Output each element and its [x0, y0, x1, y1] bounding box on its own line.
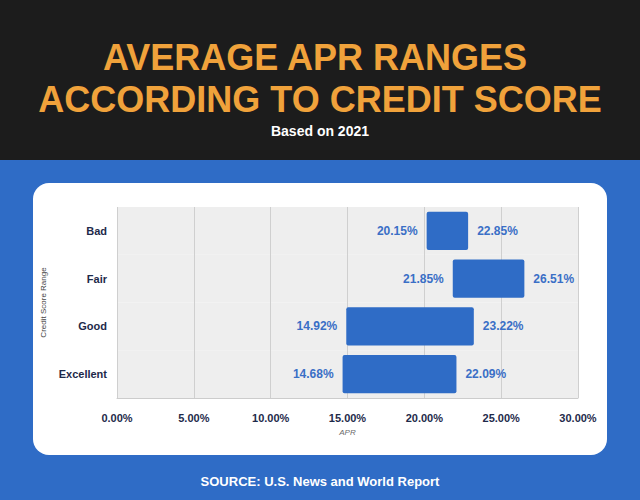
svg-text:14.68%: 14.68% [293, 367, 334, 381]
svg-text:26.51%: 26.51% [533, 272, 574, 286]
svg-text:Excellent: Excellent [59, 368, 108, 380]
svg-text:ACCORDING TO CREDIT SCORE: ACCORDING TO CREDIT SCORE [38, 79, 601, 120]
svg-text:SOURCE: U.S. News and World Re: SOURCE: U.S. News and World Report [201, 474, 441, 489]
svg-text:Good: Good [78, 320, 107, 332]
svg-text:23.22%: 23.22% [483, 319, 524, 333]
svg-text:Credit Score Range: Credit Score Range [39, 267, 48, 338]
svg-text:5.00%: 5.00% [178, 412, 209, 424]
svg-text:20.15%: 20.15% [377, 224, 418, 238]
svg-text:AVERAGE APR RANGES: AVERAGE APR RANGES [103, 37, 537, 78]
svg-text:10.00%: 10.00% [252, 412, 290, 424]
svg-text:APR: APR [338, 428, 356, 437]
svg-text:30.00%: 30.00% [559, 412, 597, 424]
svg-text:22.85%: 22.85% [477, 224, 518, 238]
svg-text:14.92%: 14.92% [297, 319, 338, 333]
svg-text:Based on 2021: Based on 2021 [271, 123, 369, 139]
svg-text:0.00%: 0.00% [101, 412, 132, 424]
svg-text:Bad: Bad [86, 225, 107, 237]
svg-text:20.00%: 20.00% [406, 412, 444, 424]
svg-text:Fair: Fair [87, 273, 108, 285]
svg-text:25.00%: 25.00% [483, 412, 521, 424]
svg-text:15.00%: 15.00% [329, 412, 367, 424]
svg-text:21.85%: 21.85% [403, 272, 444, 286]
svg-text:22.09%: 22.09% [465, 367, 506, 381]
